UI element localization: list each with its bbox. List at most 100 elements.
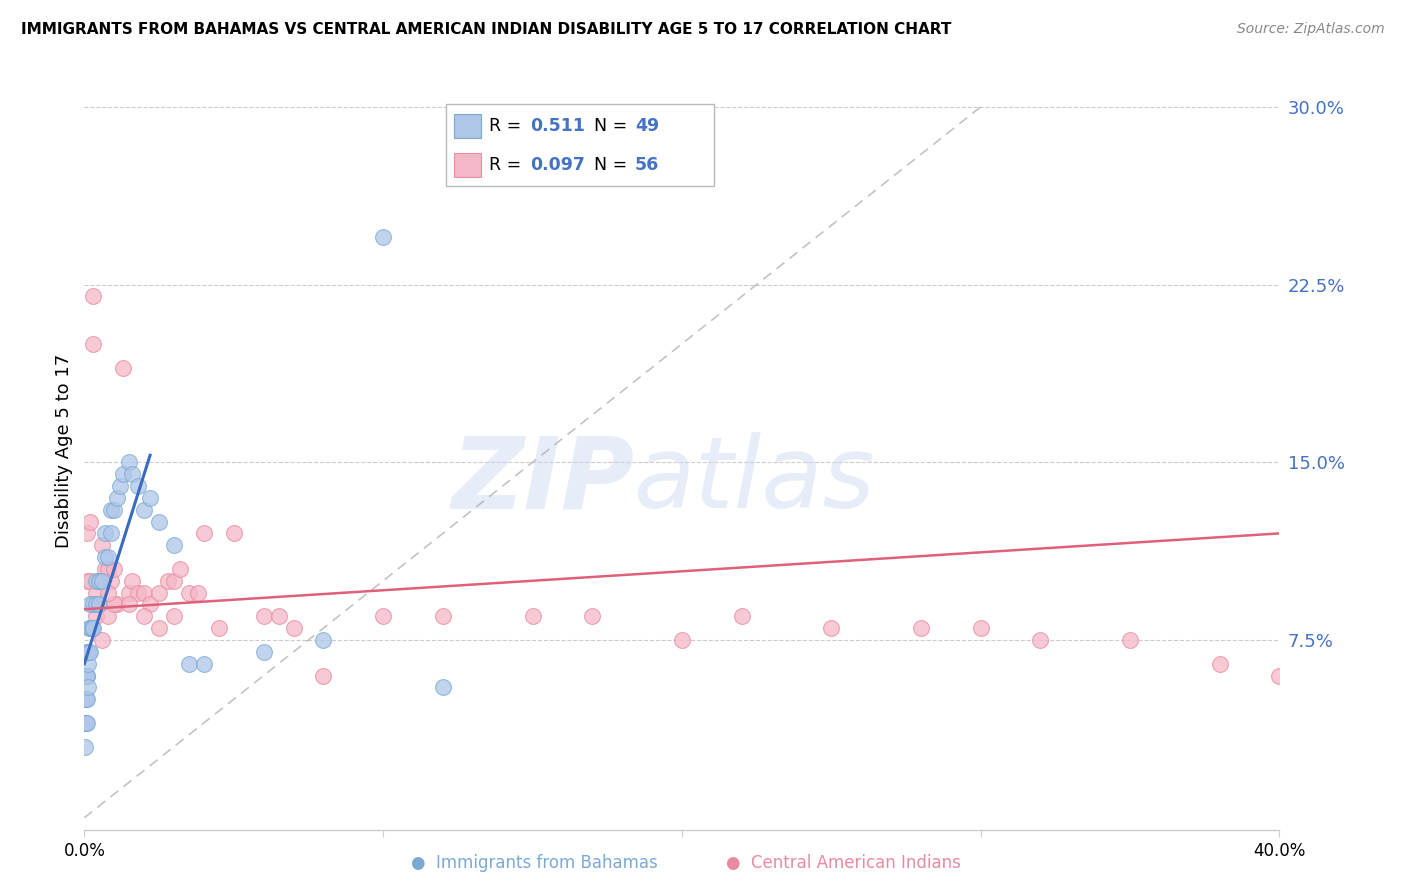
Point <box>163 574 186 588</box>
Point <box>132 609 156 624</box>
Text: ●  Central American Indians: ● Central American Indians <box>725 855 962 872</box>
Point <box>100 502 122 516</box>
Point <box>91 538 114 552</box>
Point <box>89 598 111 612</box>
Point <box>522 609 544 624</box>
Point <box>77 681 100 695</box>
Point <box>97 609 120 624</box>
Point <box>139 491 162 505</box>
Point <box>118 585 141 599</box>
Point <box>148 621 170 635</box>
Point <box>177 585 200 599</box>
Text: 49: 49 <box>636 118 659 136</box>
Point <box>105 598 128 612</box>
Point <box>100 526 122 541</box>
Point <box>91 633 114 648</box>
Point <box>373 609 395 624</box>
Point <box>1029 633 1052 648</box>
Point <box>79 621 101 635</box>
Point <box>910 621 932 635</box>
Bar <box>454 114 481 138</box>
Point <box>132 502 156 516</box>
Point <box>139 598 162 612</box>
Point <box>127 585 149 599</box>
Point <box>77 657 100 671</box>
Point <box>105 491 128 505</box>
Point <box>127 479 149 493</box>
Point <box>432 609 454 624</box>
Point <box>94 526 117 541</box>
Point <box>283 621 305 635</box>
Point <box>77 621 100 635</box>
Point <box>118 598 141 612</box>
FancyBboxPatch shape <box>446 104 714 186</box>
Point <box>76 715 98 730</box>
Point <box>75 692 97 706</box>
Text: Source: ZipAtlas.com: Source: ZipAtlas.com <box>1237 22 1385 37</box>
Point <box>94 562 117 576</box>
Point <box>97 585 120 599</box>
Point <box>121 467 143 482</box>
Point <box>157 574 180 588</box>
Point <box>222 526 245 541</box>
Point <box>581 609 603 624</box>
Point <box>97 550 120 565</box>
Point <box>312 633 335 648</box>
Point <box>820 621 842 635</box>
Point <box>312 668 335 682</box>
Point <box>103 562 125 576</box>
Point <box>91 574 114 588</box>
Point <box>89 574 111 588</box>
Point <box>1119 633 1142 648</box>
Point <box>79 515 101 529</box>
Point <box>76 668 98 682</box>
Point <box>193 657 215 671</box>
Point <box>432 681 454 695</box>
Point <box>110 479 132 493</box>
Point <box>89 574 111 588</box>
Point <box>79 574 101 588</box>
Y-axis label: Disability Age 5 to 17: Disability Age 5 to 17 <box>55 353 73 548</box>
Point <box>121 574 143 588</box>
Point <box>82 598 104 612</box>
Text: ZIP: ZIP <box>451 433 634 529</box>
Bar <box>454 153 481 178</box>
Point <box>373 230 395 244</box>
Point <box>76 574 98 588</box>
Text: R =: R = <box>489 156 527 174</box>
Point <box>75 715 97 730</box>
Point <box>75 692 97 706</box>
Point <box>118 455 141 469</box>
Point <box>76 645 98 659</box>
Point <box>1268 668 1291 682</box>
Point <box>82 621 104 635</box>
Point <box>86 574 108 588</box>
Text: 0.511: 0.511 <box>530 118 586 136</box>
Point <box>94 550 117 565</box>
Point <box>112 467 135 482</box>
Point <box>76 692 98 706</box>
Point <box>89 598 111 612</box>
Point <box>169 562 191 576</box>
Point <box>97 562 120 576</box>
Point <box>86 598 108 612</box>
Point <box>671 633 693 648</box>
Point <box>187 585 209 599</box>
Text: 56: 56 <box>636 156 659 174</box>
Point <box>100 574 122 588</box>
Point <box>253 645 276 659</box>
Point <box>163 538 186 552</box>
Text: N =: N = <box>593 156 633 174</box>
Point <box>103 502 125 516</box>
Point <box>82 289 104 303</box>
Point <box>112 360 135 375</box>
Text: R =: R = <box>489 118 527 136</box>
Text: atlas: atlas <box>634 433 876 529</box>
Text: N =: N = <box>593 118 633 136</box>
Text: IMMIGRANTS FROM BAHAMAS VS CENTRAL AMERICAN INDIAN DISABILITY AGE 5 TO 17 CORREL: IMMIGRANTS FROM BAHAMAS VS CENTRAL AMERI… <box>21 22 952 37</box>
Point <box>77 645 100 659</box>
Point <box>73 739 96 754</box>
Point <box>970 621 993 635</box>
Point <box>177 657 200 671</box>
Point <box>76 645 98 659</box>
